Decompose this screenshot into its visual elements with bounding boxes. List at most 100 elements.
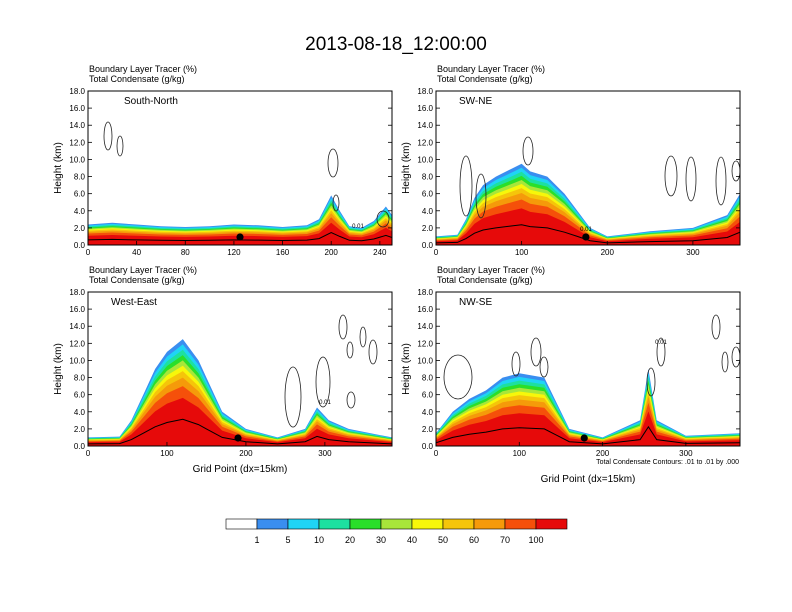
panel-header-tracer: Boundary Layer Tracer (%): [437, 64, 545, 74]
contour-label: 0.01: [580, 227, 592, 233]
colorbar-label: 1: [254, 535, 259, 545]
tracer-layer-9: [436, 208, 740, 245]
colorbar-swatch: [442, 518, 475, 530]
y-tick-label: 12.0: [69, 138, 85, 147]
colorbar-swatch: [287, 518, 320, 530]
condensate-contour-6: [731, 160, 740, 182]
plot-frame: [87, 291, 393, 447]
x-tick-label: 160: [276, 248, 290, 257]
y-tick-label: 18.0: [417, 288, 433, 297]
panel-label: West-East: [111, 297, 157, 308]
condensate-contour-2: [530, 337, 542, 367]
colorbar-label: 20: [345, 535, 355, 545]
panel-header-condensate: Total Condensate (g/kg): [89, 74, 185, 84]
condensate-contour-0: [443, 354, 473, 400]
condensate-contour-1: [511, 351, 521, 377]
y-tick-label: 2.0: [74, 224, 86, 233]
colorbar-swatch: [349, 518, 382, 530]
colorbar-label: 100: [528, 535, 543, 545]
y-tick-label: 0.0: [74, 241, 86, 250]
x-tick-label: 0: [86, 248, 91, 257]
condensate-contour-4: [359, 326, 367, 348]
condensate-contour-3: [332, 194, 340, 212]
condensate-contour-5: [711, 314, 721, 340]
station-marker: [234, 434, 242, 442]
y-tick-label: 0.0: [74, 442, 86, 451]
condensate-contour-4: [685, 156, 697, 202]
y-axis-label: Height (km): [53, 343, 64, 395]
y-tick-label: 10.0: [417, 155, 433, 164]
condensate-contour-4: [656, 337, 666, 367]
y-tick-label: 14.0: [417, 322, 433, 331]
station-marker: [236, 233, 244, 241]
x-tick-label: 100: [160, 449, 174, 458]
condensate-contour-3: [664, 155, 678, 197]
y-tick-label: 2.0: [422, 224, 434, 233]
panel-header-tracer: Boundary Layer Tracer (%): [89, 64, 197, 74]
y-tick-label: 12.0: [417, 339, 433, 348]
y-tick-label: 16.0: [417, 104, 433, 113]
panel-nw-se: Boundary Layer Tracer (%) Total Condensa…: [401, 265, 741, 485]
y-tick-label: 18.0: [69, 288, 85, 297]
x-tick-label: 0: [434, 248, 439, 257]
colorbar-swatch: [473, 518, 506, 530]
y-tick-label: 6.0: [74, 391, 86, 400]
station-marker: [582, 233, 590, 241]
panel-header-tracer: Boundary Layer Tracer (%): [437, 265, 545, 275]
condensate-contour-3: [346, 341, 354, 359]
plot-frame: [435, 291, 741, 447]
x-tick-label: 200: [596, 449, 610, 458]
x-tick-label: 40: [132, 248, 141, 257]
y-tick-label: 6.0: [422, 190, 434, 199]
y-axis-label: Height (km): [401, 142, 412, 194]
terrain-line: [436, 425, 740, 445]
panel-south-north: Boundary Layer Tracer (%) Total Condensa…: [53, 64, 393, 257]
y-tick-label: 18.0: [69, 87, 85, 96]
condensate-contour-1: [116, 135, 124, 157]
axes: 0.0 2.0 4.0 6.0 8.0 10.0 12.0 14.0 16.0 18.0 0 100 2…: [417, 288, 740, 458]
y-tick-label: 2.0: [422, 425, 434, 434]
condensate-contour-6: [731, 346, 740, 368]
axes: 0.0 2.0 4.0 6.0 8.0 10.0 12.0 14.0 16.0 18.0 0 40 80…: [69, 87, 392, 257]
y-tick-label: 16.0: [69, 104, 85, 113]
tracer-layer-9: [436, 411, 740, 446]
y-axis-label: Height (km): [53, 142, 64, 194]
plot-area: 0.01: [436, 314, 740, 446]
condensate-contour-6: [346, 391, 356, 409]
x-tick-label: 100: [515, 248, 529, 257]
x-tick-label: 200: [239, 449, 253, 458]
condensate-contour-5: [368, 339, 378, 365]
y-tick-label: 8.0: [422, 374, 434, 383]
colorbar-swatch: [535, 518, 568, 530]
x-tick-label: 200: [601, 248, 615, 257]
panel-label: NW-SE: [459, 297, 492, 308]
y-tick-label: 4.0: [74, 408, 86, 417]
colorbar-label: 5: [285, 535, 290, 545]
y-tick-label: 14.0: [69, 322, 85, 331]
y-tick-label: 4.0: [422, 207, 434, 216]
contour-label: 0.01: [319, 400, 331, 406]
y-tick-label: 0.0: [422, 241, 434, 250]
colorbar-swatch: [318, 518, 351, 530]
condensate-contour-0: [459, 155, 473, 217]
y-tick-label: 4.0: [74, 207, 86, 216]
y-tick-label: 4.0: [422, 408, 434, 417]
plot-area: 0.01: [436, 136, 740, 245]
y-tick-label: 16.0: [417, 305, 433, 314]
panel-header-condensate: Total Condensate (g/kg): [89, 275, 185, 285]
panel-header-condensate: Total Condensate (g/kg): [437, 275, 533, 285]
colorbar-label: 50: [438, 535, 448, 545]
x-tick-label: 0: [434, 449, 439, 458]
x-tick-label: 100: [513, 449, 527, 458]
contour-label: 0.01: [352, 224, 364, 230]
axes: 0.0 2.0 4.0 6.0 8.0 10.0 12.0 14.0 16.0 18.0 0 100 2…: [417, 87, 740, 257]
figure-title: 2013-08-18_12:00:00: [305, 34, 487, 55]
condensate-contour-2: [338, 314, 348, 340]
panel-west-east: Boundary Layer Tracer (%) Total Condensa…: [53, 265, 393, 475]
terrain-line: [88, 232, 392, 242]
y-tick-label: 6.0: [74, 190, 86, 199]
x-tick-label: 300: [679, 449, 693, 458]
condensate-contour-2: [522, 136, 534, 166]
condensate-contour-7: [721, 351, 729, 373]
